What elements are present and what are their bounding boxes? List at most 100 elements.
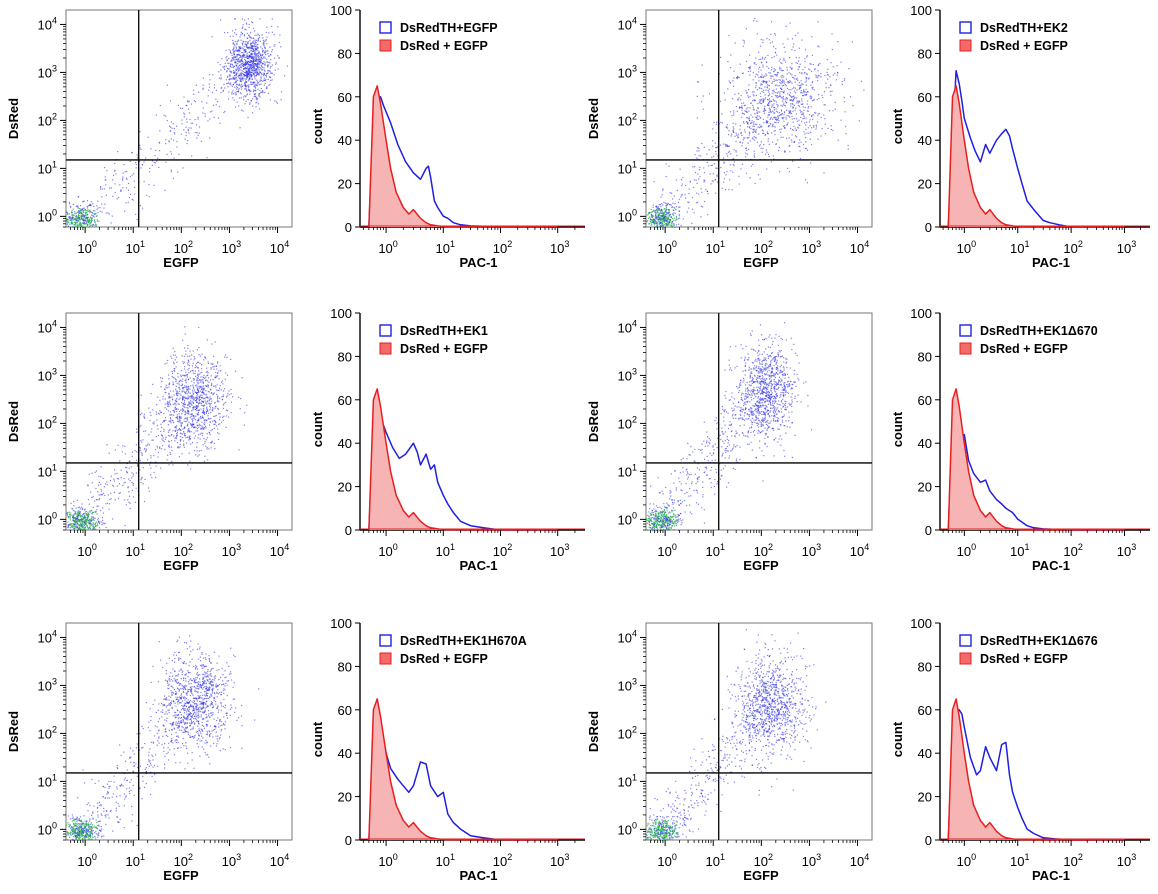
x-tick-label: 102	[1063, 852, 1082, 869]
y-tick-label: 20	[918, 790, 932, 805]
y-tick-label: 0	[345, 220, 352, 235]
x-tick-label: 102	[1063, 239, 1082, 256]
x-tick-label: 102	[493, 239, 512, 256]
y-tick-label: 80	[918, 349, 932, 364]
panel-r2c3-scatter: 100 101 102 103 104 100 101 102 103 104 EGFP DsRed	[586, 312, 873, 573]
x-tick-label: 104	[270, 239, 289, 256]
y-tick-label: 0	[925, 220, 932, 235]
legend-label: DsRed + EGFP	[400, 652, 488, 666]
x-tick-label: 102	[754, 542, 773, 559]
scatter-dots	[66, 326, 248, 532]
y-axis-title: DsRed	[6, 98, 21, 139]
x-tick-label: 100	[957, 239, 976, 256]
x-tick-label: 104	[270, 852, 289, 869]
legend-label: DsRedTH+EK1	[400, 324, 488, 338]
y-axis-title: DsRed	[586, 711, 601, 752]
x-tick-label: 104	[850, 239, 869, 256]
x-tick-label: 101	[1010, 852, 1029, 869]
legend-label: DsRed + EGFP	[400, 342, 488, 356]
panel-r2c2-histogram: 0 20 40 60 80 100 100 101 102 103 PAC-1 count DsRedT…	[310, 306, 585, 573]
y-tick-label: 20	[338, 790, 352, 805]
x-tick-label: 103	[1117, 239, 1136, 256]
legend-swatch-filled	[379, 342, 392, 355]
x-tick-label: 103	[222, 852, 241, 869]
legend-swatch-outline	[379, 634, 392, 647]
panel-r3c4-histogram: 0 20 40 60 80 100 100 101 102 103 PAC-1 count DsRedT…	[890, 616, 1150, 883]
x-tick-label: 101	[705, 852, 724, 869]
x-axis-title: PAC-1	[1032, 868, 1070, 883]
legend: DsRedTH+EK1Δ676 DsRed + EGFP	[959, 634, 1098, 666]
y-tick-label: 20	[918, 480, 932, 495]
y-axis-title: DsRed	[586, 98, 601, 139]
y-tick-label: 101	[618, 462, 637, 479]
x-tick-label: 103	[1117, 852, 1136, 869]
y-tick-label: 100	[910, 306, 932, 321]
legend-label: DsRed + EGFP	[980, 342, 1068, 356]
y-tick-label: 100	[910, 616, 932, 631]
plot-frame	[65, 622, 293, 841]
series-line-0	[368, 96, 558, 228]
y-tick-label: 100	[618, 820, 637, 837]
y-tick-label: 40	[918, 436, 932, 451]
x-axis-title: EGFP	[743, 868, 779, 883]
y-tick-label: 0	[345, 833, 352, 848]
y-tick-label: 104	[38, 628, 57, 645]
y-tick-label: 104	[618, 318, 637, 335]
x-tick-label: 104	[850, 852, 869, 869]
series-line-1	[368, 698, 558, 841]
y-tick-label: 103	[38, 63, 57, 80]
panel-r2c4-histogram: 0 20 40 60 80 100 100 101 102 103 PAC-1 count DsRedT…	[890, 306, 1150, 573]
legend-swatch-filled	[379, 39, 392, 52]
y-axis-title: DsRed	[586, 401, 601, 442]
legend-swatch-filled	[959, 39, 972, 52]
x-tick-label: 101	[436, 239, 455, 256]
y-tick-label: 103	[618, 676, 637, 693]
y-tick-label: 60	[918, 90, 932, 105]
x-tick-label: 100	[77, 239, 96, 256]
x-tick-label: 101	[1010, 542, 1029, 559]
x-tick-label: 103	[802, 239, 821, 256]
y-tick-label: 101	[618, 159, 637, 176]
panel-r1c2-histogram: 0 20 40 60 80 100 100 101 102 103 PAC-1 count DsRedT…	[310, 3, 585, 270]
plot-frame	[65, 9, 293, 228]
y-tick-label: 80	[918, 46, 932, 61]
x-axis-title: PAC-1	[1032, 558, 1070, 573]
y-tick-label: 104	[38, 15, 57, 32]
x-tick-label: 103	[1117, 542, 1136, 559]
y-tick-label: 40	[338, 746, 352, 761]
y-tick-label: 104	[38, 318, 57, 335]
y-tick-label: 102	[38, 111, 57, 128]
x-tick-label: 102	[174, 852, 193, 869]
series-line-1	[368, 85, 558, 228]
y-tick-label: 100	[38, 820, 57, 837]
y-tick-label: 103	[38, 366, 57, 383]
series-line-1	[947, 388, 1125, 531]
x-tick-label: 103	[222, 542, 241, 559]
y-tick-label: 102	[618, 111, 637, 128]
y-tick-label: 102	[38, 724, 57, 741]
series-fill-1	[948, 85, 1125, 228]
scatter-dots	[646, 629, 827, 842]
x-axis-title: EGFP	[163, 558, 199, 573]
legend: DsRedTH+EK1Δ670 DsRed + EGFP	[959, 324, 1098, 356]
series-line-0	[947, 709, 1125, 841]
x-tick-label: 100	[957, 542, 976, 559]
legend-label: DsRed + EGFP	[400, 39, 488, 53]
y-axis-title: count	[890, 108, 905, 144]
y-axis-title: count	[890, 411, 905, 447]
x-tick-label: 102	[493, 852, 512, 869]
y-tick-label: 40	[918, 746, 932, 761]
legend-swatch-outline	[379, 21, 392, 34]
legend-label: DsRedTH+EK1Δ670	[980, 324, 1098, 338]
y-tick-label: 60	[338, 703, 352, 718]
y-tick-label: 100	[910, 3, 932, 18]
legend: DsRedTH+EK2 DsRed + EGFP	[959, 21, 1068, 53]
y-tick-label: 101	[38, 159, 57, 176]
panel-r3c1-scatter: 100 101 102 103 104 100 101 102 103 104 EGFP DsRed	[6, 622, 293, 883]
y-tick-label: 40	[338, 436, 352, 451]
x-tick-label: 103	[550, 239, 569, 256]
x-tick-label: 102	[174, 542, 193, 559]
y-axis-title: count	[310, 108, 325, 144]
y-tick-label: 100	[618, 207, 637, 224]
y-tick-label: 80	[338, 659, 352, 674]
